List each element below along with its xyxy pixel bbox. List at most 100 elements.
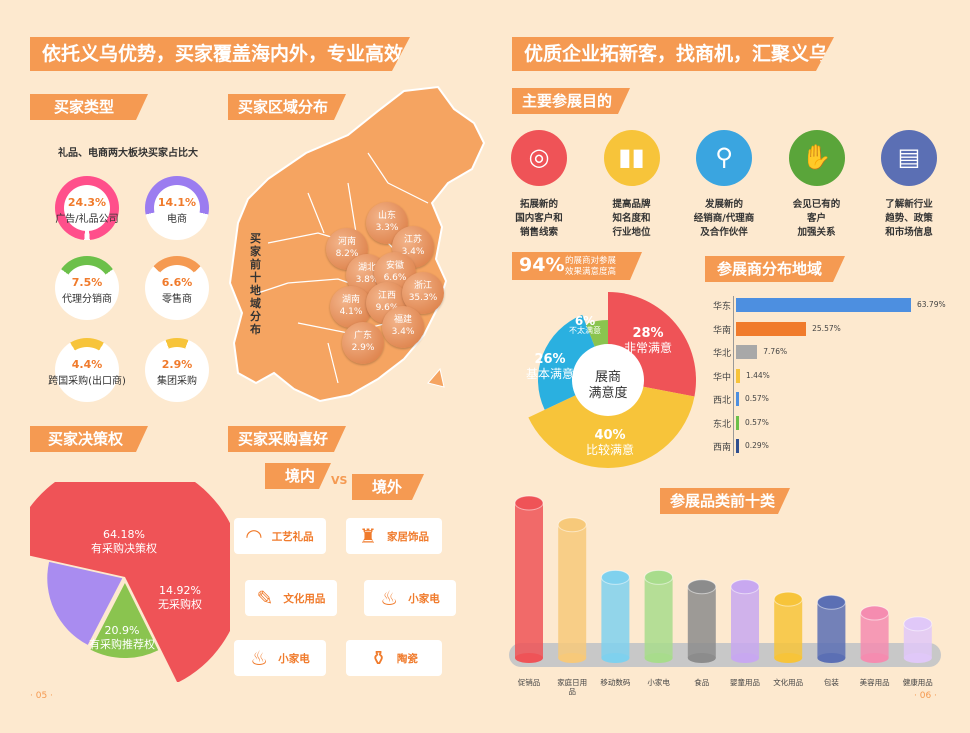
distribution-value: 63.79% [917,300,946,309]
donut-percent: 7.5% [71,276,103,289]
satisfaction-category: 非常满意 [623,341,672,355]
distribution-title: 参展商分布地域 [705,256,845,282]
distribution-value: 0.29% [745,441,769,450]
preference-title: 买家采购喜好 [228,426,346,452]
donut-percent: 4.4% [71,358,103,371]
purpose-text: 了解新行业 趋势、政策 和市场信息 [885,199,933,238]
page-number-right: · 06 · [914,691,937,701]
axis-line [733,296,734,456]
fan-icon: ◠ [246,524,262,548]
city-bubble: 福建 3.4% [382,306,424,348]
purpose-text: 会见已有的 客户 加强关系 [792,199,841,238]
category-label: 移动数码 [600,677,630,687]
preference-label: 陶瓷 [396,652,418,665]
category-bar [514,495,544,663]
document-icon: ▤ [881,130,937,186]
user-search-icon: ⚲ [696,130,752,186]
preference-item: ♨ 小家电 [234,640,326,676]
buyer-type-donut: 6.6% 零售商 [145,256,209,320]
purpose-glyph: ✋ [801,143,832,171]
satisfaction-category: 基本满意 [525,367,574,381]
donut-hole [154,347,200,393]
pie-value-label: 20.9% [105,624,140,637]
city-name: 河南 [337,237,356,247]
category-label: 促销品 [518,677,541,687]
city-name: 福建 [393,315,412,325]
distribution-value: 1.44% [745,370,770,380]
distribution-value: 7.76% [763,347,788,356]
distribution-category: 华南 [713,325,732,336]
handshake-icon: ✋ [788,130,845,186]
pie-category-label: 有采购决策权 [91,541,157,555]
buyer-type-donut: 24.3% 广告/礼品公司 [55,176,119,240]
pie-slice [30,482,230,682]
donut-label: 代理分销商 [62,294,112,305]
growth-chart-icon: ▮▮ [603,130,660,186]
pie-slice [47,561,123,645]
satisfaction-percent: 26% [534,352,566,367]
top10-title: 参展品类前十类 [660,488,790,514]
city-bubble: 广东 2.9% [342,322,384,364]
satisfaction-label: 40% 比较满意 [582,428,638,458]
satisfaction-center-label: 展商 满意度 [588,370,628,401]
preference-item: ◠ 工艺礼品 [234,518,326,554]
stationery-icon: ✎ [256,586,274,610]
category-bar [730,579,760,663]
pie-category-label: 无采购权 [158,597,202,611]
city-percent: 35.3% [408,293,438,303]
distribution-bar [736,392,739,406]
city-name: 广东 [353,331,372,341]
distribution-category: 西北 [713,396,732,406]
preference-item: ⚱ 陶瓷 [346,640,442,676]
category-label: 婴童用品 [730,677,760,687]
city-percent: 9.6% [375,303,399,313]
overseas-label: 境外 [352,474,424,500]
donut-hole [64,347,110,393]
preference-item: ♜ 家居饰品 [346,518,442,554]
purpose-text: 发展新的 经销商/代理商 及合作伙伴 [693,199,755,238]
distribution-bar [736,321,807,336]
category-label: 家庭日用品 [557,677,587,696]
pie-slice [528,380,695,468]
preference-item: ♨ 小家电 [364,580,456,616]
distribution-category: 华东 [713,302,732,312]
category-bar [644,569,674,663]
category-bar [557,517,587,663]
distribution-category: 东北 [713,419,732,430]
city-percent: 3.4% [401,247,425,257]
buyer-types-subtitle: 礼品、电商两大板块买家占比大 [58,148,198,159]
preference-label: 小家电 [278,652,310,665]
pie-value-label: 14.92% [159,584,201,597]
city-name: 浙江 [413,281,432,291]
satisfaction-category: 不太满意 [569,326,601,335]
category-bar [687,579,717,663]
purpose-text: 提高品牌 知名度和 行业地位 [612,199,651,238]
kettle-icon: ♨ [380,586,399,610]
category-label: 美容用品 [860,677,890,687]
city-name: 江西 [377,291,396,301]
category-label: 健康用品 [903,677,933,687]
distribution-bar [736,345,758,359]
region-title: 买家区域分布 [228,94,346,120]
decision-title: 买家决策权 [30,426,148,452]
right-title-banner: 优质企业拓新客，找商机，汇聚义乌 [512,37,834,71]
pie-slice [90,582,159,658]
city-name: 山东 [377,211,396,221]
buyer-type-donut: 7.5% 代理分销商 [55,256,119,320]
donut-label: 集团采购 [157,376,197,387]
preference-label: 工艺礼品 [271,530,314,543]
distribution-value: 25.57% [812,323,841,333]
map-label: 买家前十地域分布 [250,232,261,336]
vase-icon: ⚱ [370,646,387,670]
donut-hole [64,265,110,311]
purpose-glyph: ▤ [897,143,921,171]
distribution-category: 西南 [713,443,732,453]
category-bar [600,569,630,663]
city-name: 湖南 [341,295,360,305]
satisfaction-percent: 28% [632,326,664,341]
donut-label: 广告/礼品公司 [55,214,119,225]
city-name: 安徽 [385,261,404,271]
city-percent: 8.2% [335,249,359,259]
purpose-glyph: ▮▮ [618,143,645,171]
satisfaction-pie-chart [528,292,696,468]
